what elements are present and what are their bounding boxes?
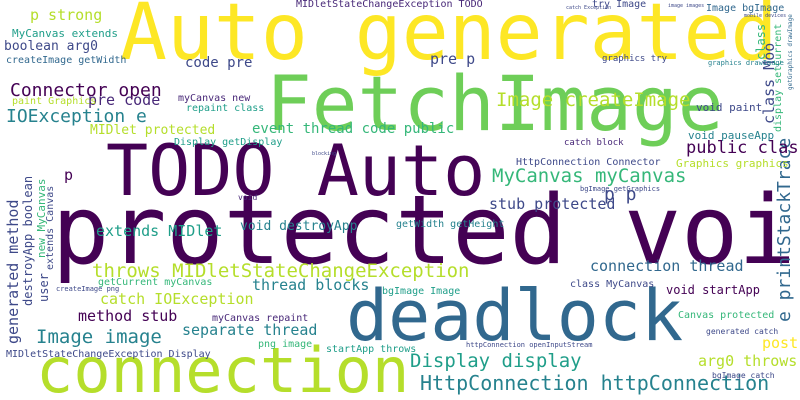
word-extends-midlet: extends MIDlet xyxy=(96,222,223,240)
word-graphics-graphics: Graphics graphics xyxy=(676,157,789,170)
word-graphics-drawimage: graphics drawImage xyxy=(708,59,784,67)
word-display-getdisplay: Display getDisplay xyxy=(174,137,283,148)
word-image-images: image images xyxy=(668,3,705,9)
word-midletstatechangeexception-todo: MIDletStateChangeException TODO xyxy=(296,0,483,10)
word-getgraphics-drawimage: getGraphics drawImage xyxy=(787,14,794,90)
word-pre-code: pre code xyxy=(88,91,161,109)
word-todo-auto: TODO Auto xyxy=(106,130,486,212)
word-blocking: blocking xyxy=(312,151,337,157)
word-ioexception-e: IOException e xyxy=(6,106,147,127)
word-generated-catch: generated catch xyxy=(706,327,779,336)
word-httpconnection-connector: HttpConnection Connector xyxy=(516,157,661,168)
word-throws-midletstatechangeexception: throws MIDletStateChangeException xyxy=(92,260,470,282)
word-graphics-try: graphics try xyxy=(602,54,668,64)
word-event-thread-code-public: event thread code public xyxy=(252,121,455,137)
word-void-pauseapp: void pauseApp xyxy=(688,129,775,142)
word-stub-protected: stub protected xyxy=(489,195,616,213)
word-void-small: void xyxy=(238,193,258,202)
word-fetchimage: FetchImage xyxy=(266,59,724,148)
word-boolean-arg0: boolean arg0 xyxy=(4,39,98,54)
word-void-startapp: void startApp xyxy=(666,283,760,297)
word-catch-exception: catch Exception xyxy=(566,5,612,11)
word-getwidth-getheight: getWidth getHeight xyxy=(396,219,505,230)
word-connection: connection xyxy=(36,334,410,400)
word-mycanvas-mycanvas: MyCanvas myCanvas xyxy=(492,165,687,187)
word-protected-void: protected void xyxy=(52,176,800,286)
word-connector-open: Connector open xyxy=(10,80,162,101)
word-mycanvas-new: myCanvas new xyxy=(178,93,251,104)
word-png-image: png image xyxy=(258,339,313,350)
word-getcurrent-mycanvas: getCurrent myCanvas xyxy=(98,277,213,288)
word-display-display: Display display xyxy=(410,350,582,372)
word-image-createimage: Image createImage xyxy=(496,89,691,111)
word-httpconnection-httpconnection: HttpConnection httpConnection xyxy=(420,371,770,395)
word-mycanvas-repaint: myCanvas repaint xyxy=(212,313,309,324)
word-display-setcurrent: display setCurrent xyxy=(773,23,784,132)
word-httpconnection-openinputstream: httpConnection openInputStream xyxy=(466,341,593,349)
word-createimage-getwidth: createImage getWidth xyxy=(6,55,127,66)
word-midletstatechangeexception-display: MIDletStateChangeException Display xyxy=(6,349,211,360)
word-try-image: try Image xyxy=(592,0,647,10)
word-auto-generated: Auto generated xyxy=(120,0,778,78)
word-image-image: Image image xyxy=(36,326,162,348)
word-thread-blocks: thread blocks xyxy=(252,276,370,294)
word-method-stub: method stub xyxy=(78,307,178,325)
word-bgimage-getgraphics: bgImage getGraphics xyxy=(580,185,661,193)
word-midlet-protected: MIDlet protected xyxy=(90,123,216,138)
word-p-p-right: p p xyxy=(604,184,637,205)
word-void-destroyapp: void destroyApp xyxy=(240,219,358,234)
word-code-pre: code pre xyxy=(185,55,253,71)
word-user: user xyxy=(37,273,51,302)
word-bgimage-image: bgImage Image xyxy=(382,286,461,297)
word-createimage-png: createImage png xyxy=(56,285,120,293)
word-catch-block: catch block xyxy=(564,138,624,148)
word-canvas-protected: Canvas protected xyxy=(678,310,775,321)
word-arg0-throws: arg0 throws xyxy=(698,352,798,370)
word-extends-canvas: extends Canvas xyxy=(45,185,56,270)
word-generated-method: generated method xyxy=(4,199,22,345)
word-bgimage-catch: bgImage catch xyxy=(712,371,775,380)
word-p-left: p xyxy=(64,166,74,184)
word-pre-p: pre p xyxy=(430,50,476,68)
word-p-strong: p strong xyxy=(30,6,103,24)
word-startapp-throws: startApp throws xyxy=(326,344,417,355)
word-mobile-devices: mobile devices xyxy=(744,13,787,19)
word-destroyapp-boolean: destroyApp boolean xyxy=(21,175,35,306)
word-separate-thread: separate thread xyxy=(182,321,318,339)
word-connection-thread: connection thread xyxy=(590,257,744,275)
word-public-class: public class xyxy=(686,138,800,158)
word-image-bgimage: Image bgImage xyxy=(706,3,785,14)
word-void-paint: void paint xyxy=(696,101,763,114)
word-repaint-class: repaint class xyxy=(186,103,265,114)
word-class-vertical: class xyxy=(754,23,768,60)
word-post: post xyxy=(762,334,799,352)
word-paint-graphics: paint Graphics xyxy=(12,96,97,107)
word-catch-ioexception: catch IOException xyxy=(100,290,254,308)
word-deadlock: deadlock xyxy=(346,275,684,357)
word-mycanvas-extends: MyCanvas extends xyxy=(12,27,118,40)
word-class-mycanvas: class MyCanvas xyxy=(570,279,655,290)
